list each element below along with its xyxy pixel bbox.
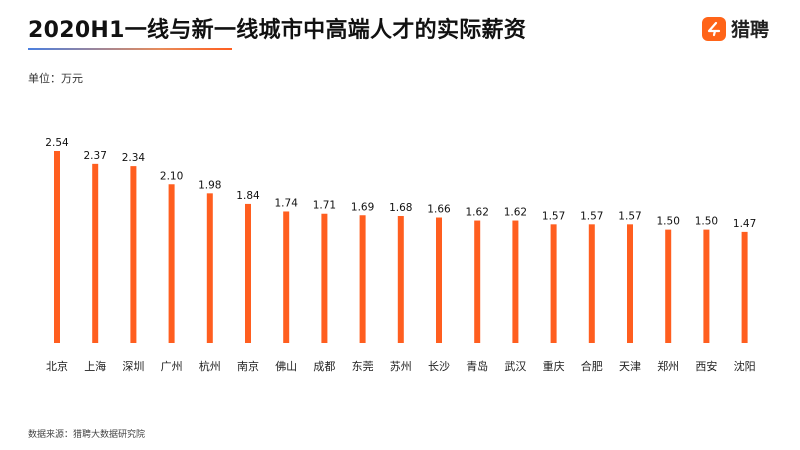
bar-成都	[321, 213, 328, 343]
category-label: 广州	[161, 360, 183, 373]
value-label: 2.10	[160, 170, 183, 182]
bar-青岛	[474, 220, 481, 343]
category-label: 佛山	[275, 360, 297, 373]
category-label: 重庆	[543, 359, 565, 373]
bar-南京	[245, 203, 251, 343]
value-label: 1.62	[466, 207, 489, 219]
value-label: 1.84	[236, 190, 260, 202]
category-label: 郑州	[657, 359, 679, 373]
unit-label: 单位：万元	[28, 72, 83, 85]
bar-杭州	[206, 193, 213, 343]
category-label: 杭州	[199, 359, 221, 373]
value-label: 1.69	[351, 201, 374, 213]
liepin-logo-icon	[702, 16, 726, 41]
brand-logo: 猎聘	[702, 15, 769, 42]
value-label: 1.50	[695, 216, 718, 228]
value-label: 1.50	[657, 216, 680, 228]
value-label: 2.34	[122, 152, 146, 164]
bar-西安	[703, 229, 710, 343]
category-label: 青岛	[466, 359, 488, 373]
bar-沈阳	[741, 231, 748, 343]
chart-title: 2020H1一线与新一线城市中高端人才的实际薪资	[28, 18, 527, 43]
bar-北京	[54, 151, 60, 343]
value-label: 2.54	[45, 137, 69, 149]
value-label: 1.71	[313, 200, 336, 212]
category-label: 北京	[46, 359, 68, 373]
title-underline	[28, 48, 232, 50]
value-label: 1.57	[580, 210, 603, 222]
category-label: 长沙	[428, 360, 450, 373]
value-label: 1.66	[427, 204, 451, 216]
bar-苏州	[397, 216, 404, 343]
bar-长沙	[436, 217, 442, 343]
bar-东莞	[359, 215, 366, 343]
bar-重庆	[550, 224, 557, 343]
bar-武汉	[512, 220, 519, 343]
bar-上海	[92, 163, 99, 343]
category-label: 沈阳	[734, 359, 756, 373]
category-label: 成都	[313, 360, 335, 373]
category-label: 天津	[619, 360, 641, 373]
value-label: 1.57	[542, 210, 565, 222]
category-label: 苏州	[390, 360, 412, 373]
value-label: 1.98	[198, 179, 221, 191]
category-label: 南京	[237, 359, 259, 373]
bar-深圳	[130, 166, 137, 343]
category-label: 西安	[695, 359, 717, 373]
category-label: 上海	[84, 359, 106, 373]
value-label: 2.37	[84, 150, 107, 162]
bar-广州	[168, 184, 175, 343]
category-label: 深圳	[122, 360, 144, 373]
bar-郑州	[665, 229, 672, 343]
value-label: 1.57	[618, 210, 641, 222]
value-label: 1.74	[275, 197, 299, 209]
brand-name: 猎聘	[731, 19, 770, 41]
category-label: 东莞	[352, 360, 374, 373]
category-label: 合肥	[581, 359, 603, 373]
data-source-note: 数据来源：猎聘大数据研究院	[28, 430, 146, 440]
bar-天津	[627, 224, 633, 343]
value-label: 1.47	[733, 218, 756, 230]
bar-合肥	[588, 224, 595, 343]
bar-佛山	[283, 211, 290, 343]
value-label: 1.62	[504, 207, 527, 219]
value-label: 1.68	[389, 202, 412, 214]
category-label: 武汉	[504, 360, 526, 373]
